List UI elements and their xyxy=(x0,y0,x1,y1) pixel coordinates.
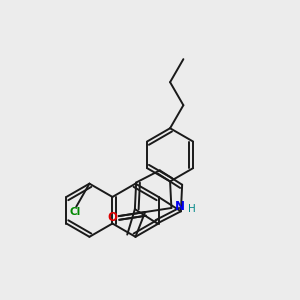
Text: O: O xyxy=(107,211,117,224)
Text: N: N xyxy=(175,200,185,213)
Text: H: H xyxy=(188,204,196,214)
Text: Cl: Cl xyxy=(69,207,80,218)
